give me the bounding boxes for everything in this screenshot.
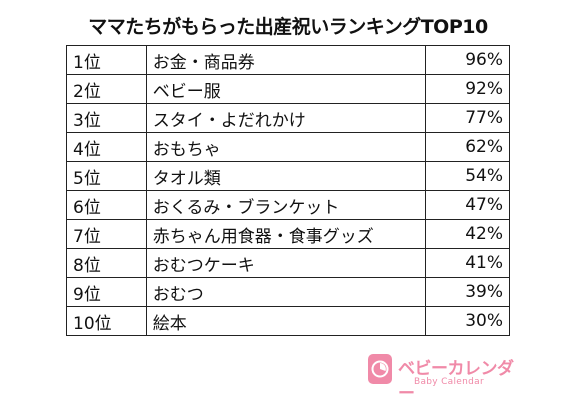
percent-cell: 41% bbox=[425, 248, 510, 278]
table-row: 1位 お金・商品券 96% bbox=[66, 45, 510, 75]
percent-cell: 62% bbox=[425, 132, 510, 162]
table-row: 2位 ベビー服 92% bbox=[66, 74, 510, 104]
rank-cell: 7位 bbox=[66, 219, 147, 249]
table-row: 3位 スタイ・よだれかけ 77% bbox=[66, 103, 510, 133]
rank-cell: 10位 bbox=[66, 306, 147, 336]
table-row: 8位 おむつケーキ 41% bbox=[66, 248, 510, 278]
percent-cell: 77% bbox=[425, 103, 510, 133]
table-row: 5位 タオル類 54% bbox=[66, 161, 510, 191]
table-row: 10位 絵本 30% bbox=[66, 306, 510, 336]
rank-cell: 1位 bbox=[66, 45, 147, 75]
chart-title: ママたちがもらった出産祝いランキングTOP10 bbox=[88, 16, 488, 38]
item-cell: タオル類 bbox=[145, 161, 427, 191]
table-row: 7位 赤ちゃん用食器・食事グッズ 42% bbox=[66, 219, 510, 249]
percent-cell: 42% bbox=[425, 219, 510, 249]
table-row: 9位 おむつ 39% bbox=[66, 277, 510, 307]
rank-cell: 3位 bbox=[66, 103, 147, 133]
percent-cell: 47% bbox=[425, 190, 510, 220]
percent-cell: 39% bbox=[425, 277, 510, 307]
logo-name: ベビーカレンダー bbox=[398, 359, 514, 404]
logo-subtitle: Baby Calendar bbox=[414, 377, 484, 387]
item-cell: お金・商品券 bbox=[145, 45, 427, 75]
rank-cell: 9位 bbox=[66, 277, 147, 307]
item-cell: ベビー服 bbox=[145, 74, 427, 104]
rank-cell: 6位 bbox=[66, 190, 147, 220]
rank-cell: 4位 bbox=[66, 132, 147, 162]
item-cell: スタイ・よだれかけ bbox=[145, 103, 427, 133]
item-cell: 絵本 bbox=[145, 306, 427, 336]
table-row: 4位 おもちゃ 62% bbox=[66, 132, 510, 162]
item-cell: おもちゃ bbox=[145, 132, 427, 162]
percent-cell: 96% bbox=[425, 45, 510, 75]
rank-cell: 8位 bbox=[66, 248, 147, 278]
ranking-table: 1位 お金・商品券 96% 2位 ベビー服 92% 3位 スタイ・よだれかけ 77% 4位 おもちゃ… bbox=[66, 45, 510, 336]
baby-calendar-logo-icon bbox=[368, 354, 392, 384]
item-cell: おくるみ・ブランケット bbox=[145, 190, 427, 220]
rank-cell: 5位 bbox=[66, 161, 147, 191]
brand-logo: ベビーカレンダー Baby Calendar bbox=[368, 354, 518, 404]
item-cell: 赤ちゃん用食器・食事グッズ bbox=[145, 219, 427, 249]
percent-cell: 30% bbox=[425, 306, 510, 336]
item-cell: おむつ bbox=[145, 277, 427, 307]
table-row: 6位 おくるみ・ブランケット 47% bbox=[66, 190, 510, 220]
percent-cell: 92% bbox=[425, 74, 510, 104]
percent-cell: 54% bbox=[425, 161, 510, 191]
item-cell: おむつケーキ bbox=[145, 248, 427, 278]
rank-cell: 2位 bbox=[66, 74, 147, 104]
